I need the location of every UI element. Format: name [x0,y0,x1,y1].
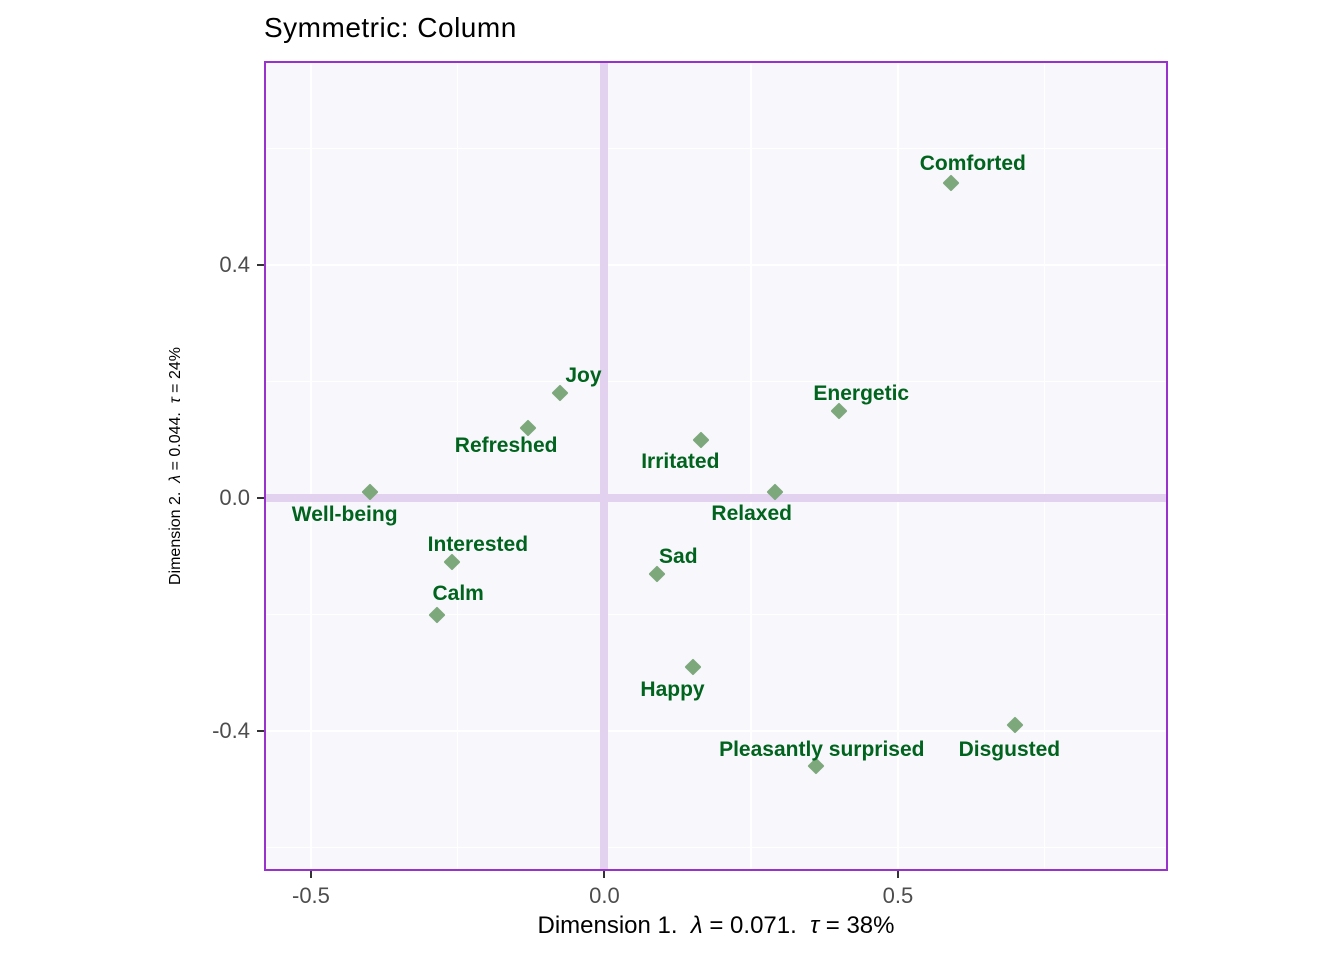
gridline-y-minor [264,380,1168,383]
axis-title-text: Dimension 1. [537,912,691,939]
gridline-y-minor [264,147,1168,150]
x-tick-mark [309,871,312,878]
zero-line-horizontal [264,494,1168,503]
x-tick-label: 0.0 [589,883,620,908]
axis-title-text: = 0.044. [167,403,184,475]
gridline-x-minor [456,61,459,871]
y-tick-label: 0.4 [219,251,250,277]
point-label: Happy [640,678,705,702]
diamond-marker [428,606,446,624]
gridline-y-major [264,730,1168,733]
greek-symbol: τ [167,397,184,404]
zero-line-vertical [600,61,609,871]
x-tick-label: -0.5 [291,883,330,908]
diamond-marker [942,174,960,192]
point-label: Relaxed [711,502,792,526]
point-label: Comforted [919,152,1026,176]
axis-title-text: = 0.071. [702,912,811,939]
greek-symbol: λ [167,474,184,483]
chart-title: Symmetric: Column [264,12,517,43]
axis-title-text: = 38% [819,912,895,939]
x-tick-label: 0.5 [882,883,914,908]
point-label: Pleasantly surprised [719,738,925,762]
point-label: Energetic [813,381,910,405]
x-tick-mark [896,871,899,878]
axis-title-text: Dimension 2. [167,482,184,585]
y-tick-label: -0.4 [212,718,250,744]
gridline-x-minor [1043,61,1046,871]
x-axis-title: Dimension 1. λ = 0.071. τ = 38% [264,912,1168,940]
plot-panel: Comforted Joy Energetic Refreshed Irritated W… [264,61,1168,871]
diamond-marker [684,658,702,676]
point-label: Joy [565,364,602,388]
point-label: Disgusted [958,738,1061,762]
y-tick-mark [257,497,264,500]
y-tick-mark [257,263,264,266]
y-tick-mark [257,730,264,733]
gridline-y-minor [264,613,1168,616]
point-label: Irritated [641,449,720,473]
y-tick-label: 0.0 [219,485,250,511]
greek-symbol: λ [690,912,703,939]
y-axis-title-text: Dimension 2. λ = 0.044. τ = 24% [167,347,185,585]
gridline-y-minor [264,846,1168,849]
gridline-x-major [309,61,312,871]
point-label: Well-being [291,503,398,527]
diamond-marker [692,431,710,449]
point-label: Calm [432,581,484,605]
gridline-x-major [896,61,899,871]
point-label: Refreshed [454,434,558,458]
greek-symbol: τ [810,912,820,939]
axis-title-text: = 24% [167,347,184,398]
x-tick-mark [603,871,606,878]
point-label: Sad [659,544,698,568]
gridline-x-minor [750,61,752,871]
y-axis-title: Dimension 2. λ = 0.044. τ = 24% [148,61,204,871]
gridline-y-major [264,263,1168,266]
point-label: Interested [427,533,529,557]
